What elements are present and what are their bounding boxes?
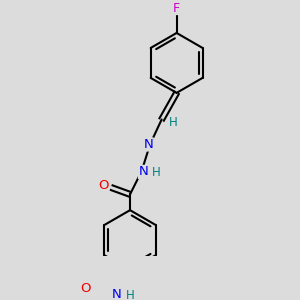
Text: O: O: [81, 282, 91, 295]
Text: H: H: [152, 166, 160, 179]
Text: H: H: [126, 289, 134, 300]
Text: N: N: [139, 165, 148, 178]
Text: N: N: [112, 288, 122, 300]
Text: O: O: [98, 179, 109, 192]
Text: H: H: [169, 116, 178, 129]
Text: F: F: [173, 2, 180, 14]
Text: N: N: [143, 138, 153, 151]
